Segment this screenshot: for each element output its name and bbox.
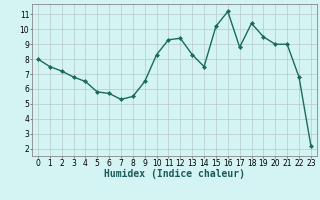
X-axis label: Humidex (Indice chaleur): Humidex (Indice chaleur) (104, 169, 245, 179)
